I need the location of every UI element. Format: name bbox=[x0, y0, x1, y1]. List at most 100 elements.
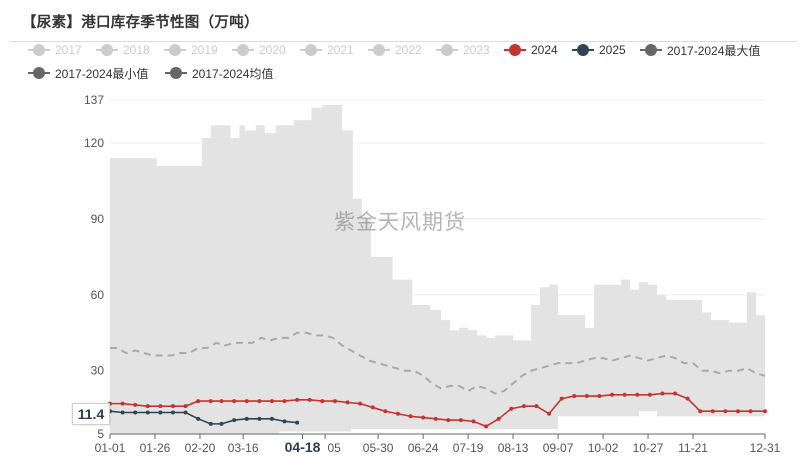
legend-label: 2018 bbox=[123, 43, 150, 57]
x-tick-label: 12-31 bbox=[750, 441, 781, 455]
x-tick-label: 01-01 bbox=[95, 441, 126, 455]
x-tick-label: 03-16 bbox=[228, 441, 259, 455]
point-2025 bbox=[219, 421, 224, 426]
x-tick-label: 10-02 bbox=[588, 441, 619, 455]
point-2024 bbox=[710, 409, 715, 414]
legend-marker bbox=[28, 67, 50, 79]
x-tick-label: 07-19 bbox=[453, 441, 484, 455]
legend-item-2017-2024最小值[interactable]: 2017-2024最小值 bbox=[28, 65, 148, 81]
point-2025 bbox=[295, 420, 300, 425]
x-tick-label: 08-13 bbox=[498, 441, 529, 455]
legend-dot-icon bbox=[645, 44, 657, 56]
point-2025 bbox=[120, 410, 125, 415]
point-2024 bbox=[257, 399, 262, 404]
point-2024 bbox=[622, 392, 627, 397]
point-2024 bbox=[446, 418, 451, 423]
average-line-layer bbox=[110, 331, 766, 395]
year-lines-layer bbox=[108, 391, 767, 429]
legend-item-2019[interactable]: 2019 bbox=[164, 42, 218, 58]
legend-marker bbox=[640, 44, 662, 56]
legend-marker bbox=[572, 44, 594, 56]
point-2024 bbox=[269, 399, 274, 404]
legend-label: 2017-2024最小值 bbox=[55, 66, 149, 81]
point-2024 bbox=[763, 409, 767, 414]
legend-item-2024[interactable]: 2024 bbox=[504, 42, 558, 58]
axes: 5 30 60 90 120 137 01-01 01-26 02-20 03-16 04-18 05… bbox=[84, 93, 781, 455]
point-2025 bbox=[244, 416, 249, 421]
point-2025 bbox=[232, 418, 237, 423]
point-2024 bbox=[647, 392, 652, 397]
point-2024 bbox=[433, 416, 438, 421]
y-tick-label: 5 bbox=[97, 427, 104, 441]
point-2024 bbox=[458, 418, 463, 423]
legend-label: 2025 bbox=[599, 43, 626, 57]
point-2024 bbox=[232, 399, 237, 404]
point-2024 bbox=[383, 409, 388, 414]
x-tick-label: 11-21 bbox=[678, 441, 708, 455]
x-tick-label: 06-24 bbox=[408, 441, 439, 455]
legend-marker bbox=[368, 44, 390, 56]
legend-item-2022[interactable]: 2022 bbox=[368, 42, 422, 58]
legend-dot-icon bbox=[169, 44, 181, 56]
point-2024 bbox=[358, 401, 363, 406]
legend-label: 2017-2024均值 bbox=[192, 66, 274, 81]
point-2024 bbox=[685, 396, 690, 401]
legend-item-2018[interactable]: 2018 bbox=[96, 42, 150, 58]
point-2024 bbox=[320, 399, 325, 404]
title-divider bbox=[10, 41, 797, 42]
legend-label: 2020 bbox=[259, 43, 286, 57]
legend-dot-icon bbox=[509, 44, 521, 56]
legend-item-2021[interactable]: 2021 bbox=[300, 42, 354, 58]
y-tick-label: 30 bbox=[91, 364, 105, 378]
legend-dot-icon bbox=[170, 67, 182, 79]
point-2024 bbox=[509, 406, 514, 411]
point-2024 bbox=[332, 399, 337, 404]
point-2024 bbox=[559, 396, 564, 401]
point-2024 bbox=[158, 404, 163, 409]
legend-label: 2021 bbox=[327, 43, 354, 57]
point-2024 bbox=[183, 404, 188, 409]
x-tick-label-highlight: 04-18 bbox=[285, 439, 321, 455]
point-2024 bbox=[295, 397, 300, 402]
legend-dot-icon bbox=[101, 44, 113, 56]
legend-dot-icon bbox=[305, 44, 317, 56]
point-2024 bbox=[597, 394, 602, 399]
legend-marker bbox=[165, 67, 187, 79]
point-2024 bbox=[698, 409, 703, 414]
legend-item-2017-2024均值[interactable]: 2017-2024均值 bbox=[165, 65, 273, 81]
point-2025 bbox=[183, 410, 188, 415]
legend-marker bbox=[164, 44, 186, 56]
legend-marker bbox=[504, 44, 526, 56]
legend-item-2017-2024最大值[interactable]: 2017-2024最大值 bbox=[640, 42, 760, 58]
legend-marker bbox=[300, 44, 322, 56]
max-min-band-area bbox=[110, 105, 765, 434]
point-2024 bbox=[723, 409, 728, 414]
legend-label: 2024 bbox=[531, 43, 558, 57]
legend-label: 2023 bbox=[463, 43, 490, 57]
point-2024 bbox=[408, 414, 413, 419]
legend-marker bbox=[28, 44, 50, 56]
point-2025 bbox=[196, 416, 201, 421]
point-2024 bbox=[282, 399, 287, 404]
point-2024 bbox=[572, 394, 577, 399]
point-2024 bbox=[307, 397, 312, 402]
legend-item-2020[interactable]: 2020 bbox=[232, 42, 286, 58]
y-tick-label: 137 bbox=[84, 93, 104, 107]
point-2024 bbox=[673, 391, 678, 396]
point-2024 bbox=[660, 391, 665, 396]
legend-dot-icon bbox=[373, 44, 385, 56]
legend-item-2025[interactable]: 2025 bbox=[572, 42, 626, 58]
x-tick-label: 10-27 bbox=[633, 441, 664, 455]
x-tick-label: 02-20 bbox=[185, 441, 216, 455]
x-tick-label: 09-07 bbox=[543, 441, 574, 455]
legend-item-2023[interactable]: 2023 bbox=[436, 42, 490, 58]
point-2024 bbox=[244, 399, 249, 404]
average-dashed-line bbox=[110, 331, 766, 395]
point-2024 bbox=[208, 399, 213, 404]
legend-item-2017[interactable]: 2017 bbox=[28, 42, 82, 58]
legend-label: 2017 bbox=[55, 43, 82, 57]
point-2024 bbox=[635, 392, 640, 397]
legend-marker bbox=[232, 44, 254, 56]
point-2025 bbox=[282, 419, 287, 424]
